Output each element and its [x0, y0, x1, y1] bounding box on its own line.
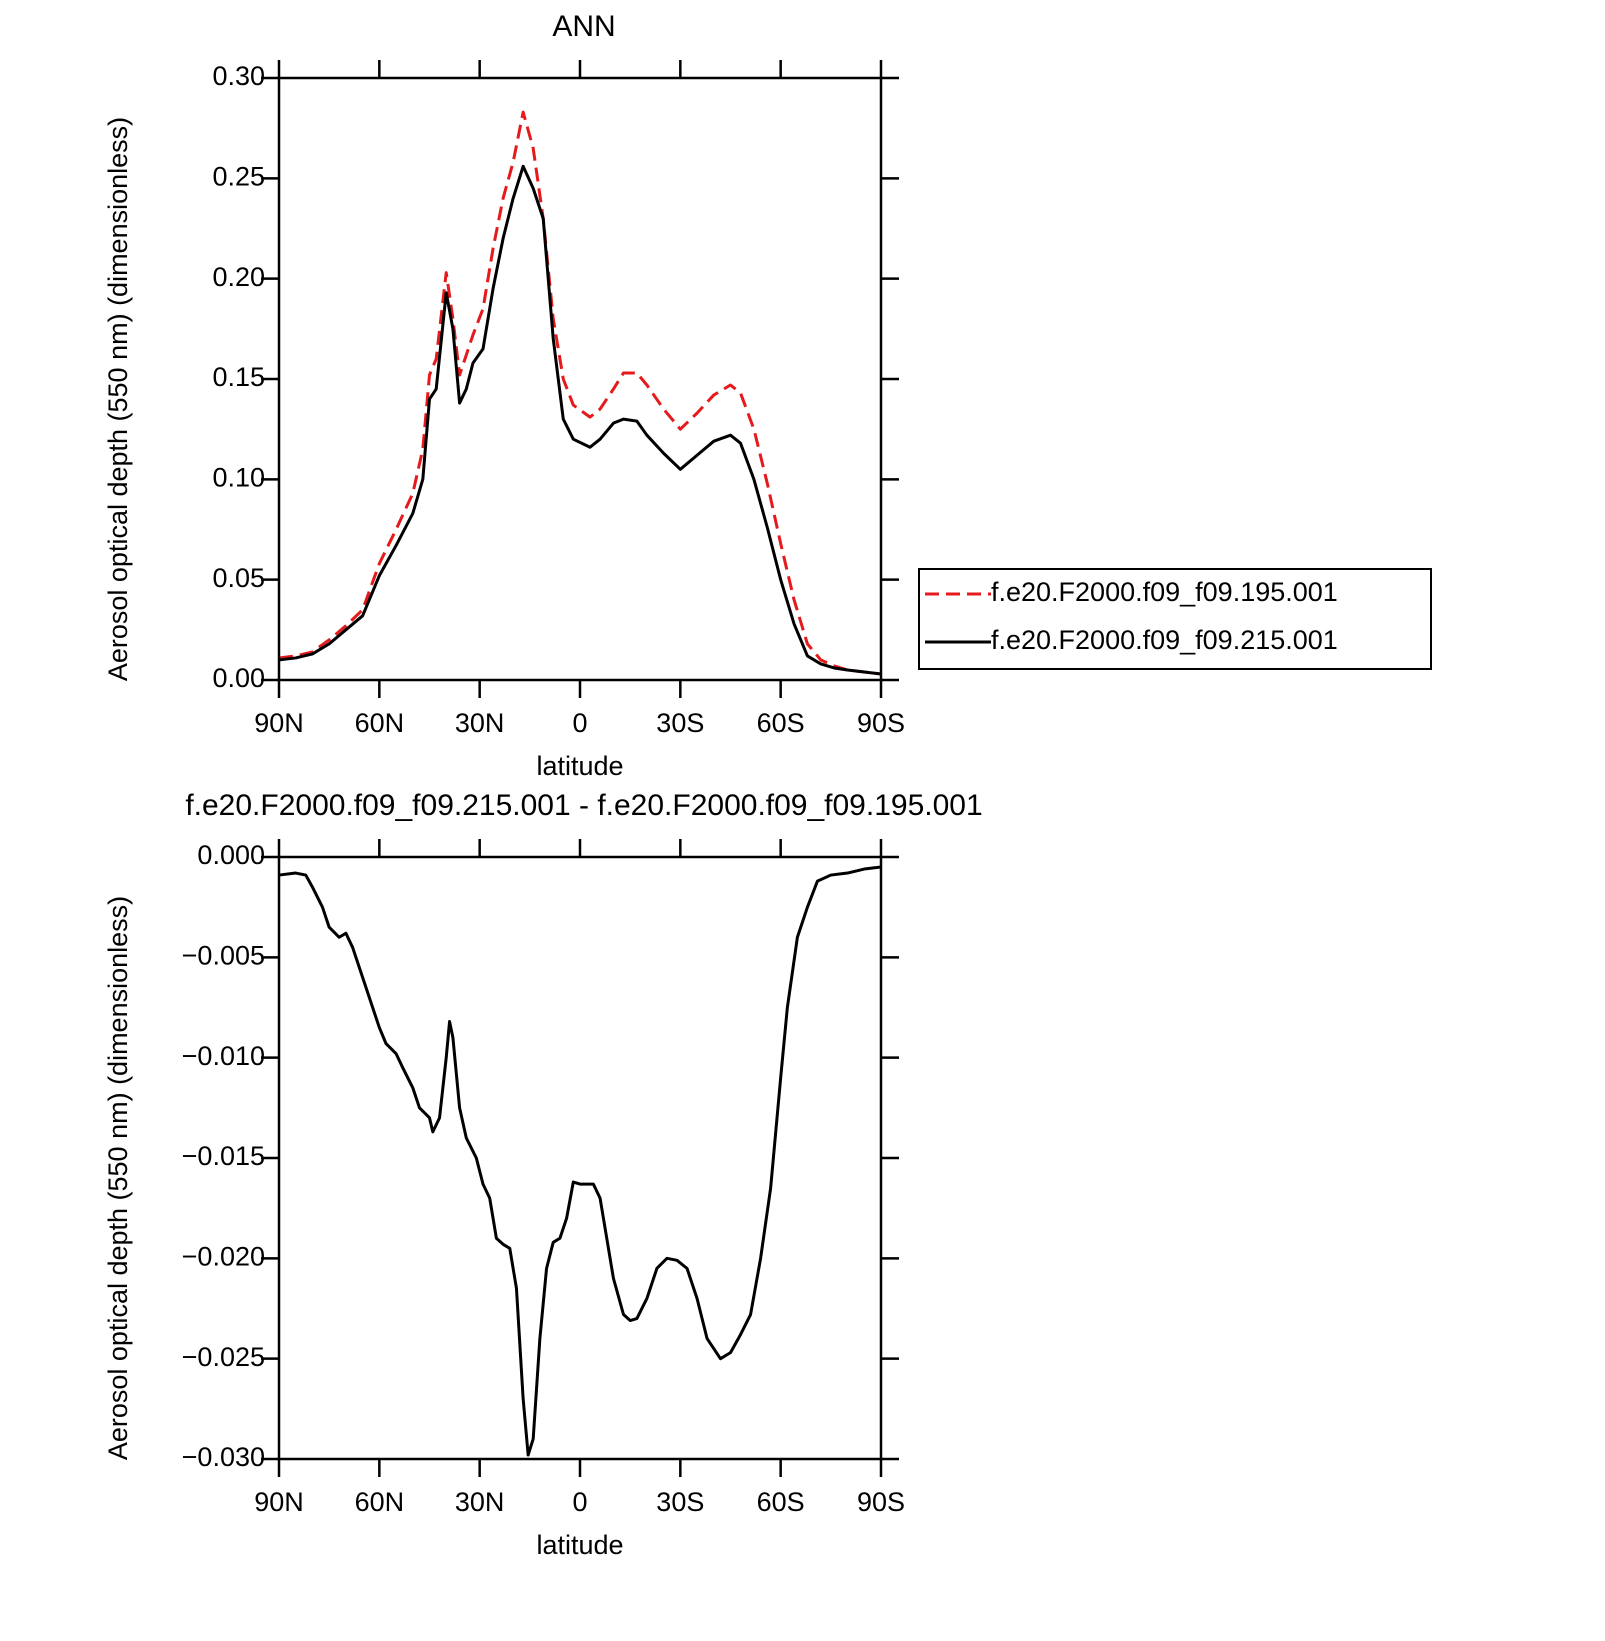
y-tick-label: 0.10 [212, 462, 265, 492]
x-axis-label: latitude [536, 751, 623, 781]
x-tick-label: 90S [857, 1487, 905, 1517]
x-tick-label: 0 [572, 1487, 587, 1517]
plot-frame [277, 855, 883, 1461]
y-tick-label: 0.30 [212, 61, 265, 91]
y-tick-label: −0.015 [182, 1141, 265, 1171]
y-tick-label: −0.030 [182, 1442, 265, 1472]
y-tick-label: 0.25 [212, 161, 265, 191]
x-tick-label: 60S [757, 1487, 805, 1517]
y-tick-label: 0.15 [212, 362, 265, 392]
x-tick-label: 30N [455, 708, 505, 738]
x-tick-label: 90S [857, 708, 905, 738]
y-tick-label: 0.00 [212, 663, 265, 693]
x-tick-label: 30S [656, 708, 704, 738]
y-axis-label: Aerosol optical depth (550 nm) (dimensio… [103, 896, 133, 1460]
chart-title: f.e20.F2000.f09_f09.215.001 - f.e20.F200… [185, 789, 982, 822]
x-tick-label: 90N [254, 708, 304, 738]
x-tick-label: 30N [455, 1487, 505, 1517]
x-axis-label: latitude [536, 1530, 623, 1560]
y-tick-label: 0.000 [197, 840, 265, 870]
y-tick-label: −0.010 [182, 1041, 265, 1071]
x-tick-label: 60S [757, 708, 805, 738]
data-line [278, 164, 882, 676]
plot-frame [277, 76, 883, 682]
data-line [278, 110, 882, 676]
x-tick-label: 30S [656, 1487, 704, 1517]
legend-box [918, 568, 1432, 670]
x-tick-label: 0 [572, 708, 587, 738]
x-tick-label: 60N [355, 1487, 405, 1517]
y-tick-label: −0.025 [182, 1342, 265, 1372]
y-tick-label: −0.005 [182, 940, 265, 970]
data-line [278, 865, 882, 1457]
y-axis-label: Aerosol optical depth (550 nm) (dimensio… [103, 117, 133, 681]
y-tick-label: −0.020 [182, 1241, 265, 1271]
y-tick-label: 0.20 [212, 262, 265, 292]
x-tick-label: 90N [254, 1487, 304, 1517]
legend-label: f.e20.F2000.f09_f09.195.001 [991, 577, 1338, 607]
x-tick-label: 60N [355, 708, 405, 738]
legend-label: f.e20.F2000.f09_f09.215.001 [991, 625, 1338, 655]
y-tick-label: 0.05 [212, 563, 265, 593]
chart-title: ANN [552, 10, 615, 43]
